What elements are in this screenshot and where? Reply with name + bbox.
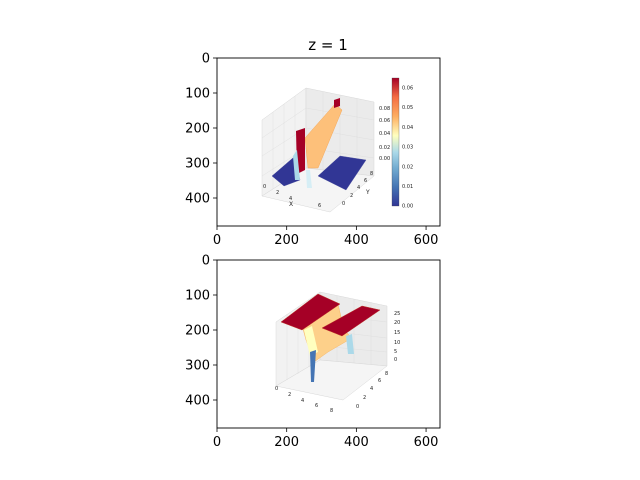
bottom-3d-ytick: 8: [385, 371, 388, 377]
top-3d-ytick: 6: [364, 178, 367, 184]
colorbar-tick-label: 0.00: [402, 204, 413, 210]
top-3d-ztick: 0.08: [379, 106, 390, 112]
bottom-3d-xtick: 8: [330, 408, 333, 414]
bottom-ytick-label: 100: [185, 289, 210, 304]
bottom-xticks: 0 200 400 600: [213, 428, 439, 450]
top-surface-low-right: [317, 155, 367, 191]
bottom-3d-ytick: 2: [363, 395, 366, 401]
top-surface-plateau: [304, 103, 343, 169]
top-3d-ztick: 0.02: [379, 145, 390, 151]
top-3d-ytick: 0: [342, 201, 345, 207]
top-ytick-label: 300: [185, 157, 210, 172]
bottom-xtick-label: 600: [414, 435, 439, 450]
bottom-xtick-label: 0: [213, 435, 221, 450]
top-xtick-label: 600: [414, 233, 439, 248]
top-yticks: 0 100 200 300 400: [185, 52, 217, 207]
top-3d-xtick: 6: [318, 203, 321, 209]
bottom-3d-zticks: 0 5 10 15 20 25: [394, 311, 400, 363]
bottom-surface-mid-light: [304, 326, 318, 356]
top-xtick-label: 200: [274, 233, 299, 248]
bottom-3d-ytick: 4: [370, 386, 373, 392]
bottom-3d-xtick: 2: [288, 392, 291, 398]
colorbar-tick-label: 0.05: [402, 105, 413, 111]
bottom-surface-dip-left: [310, 350, 316, 382]
bottom-3d-ztick: 25: [394, 311, 400, 317]
bottom-3d-ztick: 10: [394, 340, 400, 346]
top-3d-xtick: 2: [276, 190, 279, 196]
top-xtick-label: 0: [213, 233, 221, 248]
bottom-surface-dip-right: [346, 334, 354, 354]
top-3d-ylabel: Y: [365, 189, 370, 196]
bottom-3d-xtick: 6: [315, 403, 318, 409]
bottom-xtick-label: 200: [274, 435, 299, 450]
bottom-ytick-label: 0: [202, 254, 210, 269]
bottom-surface-plateau-right: [321, 305, 381, 337]
bottom-3d-ztick: 0: [394, 357, 397, 363]
bottom-yticks: 0 100 200 300 400: [185, 254, 217, 409]
top-3d-xtick: 0: [263, 184, 266, 190]
bottom-panel: 0 2 4 6 8 0 2 4 6 8 0 5 10 15 20 25: [185, 254, 441, 450]
bottom-3d-xticks: 0 2 4 6 8: [275, 386, 333, 414]
top-3d-ztick: 0.00: [379, 156, 390, 162]
top-panel: 0 2 4 6 X 0 2 4 6 8 Y 0.00 0.02 0.04 0.0…: [185, 52, 441, 248]
top-ytick-label: 200: [185, 122, 210, 137]
bottom-3d-yticks: 0 2 4 6 8: [356, 371, 388, 410]
top-surface-peak-right: [334, 98, 340, 108]
top-xticks: 0 200 400 600: [213, 226, 439, 248]
bottom-pane-floor: [275, 359, 388, 401]
colorbar-tick-label: 0.01: [402, 184, 413, 190]
bottom-ytick-label: 200: [185, 324, 210, 339]
bottom-3d-ytick: 0: [356, 404, 359, 410]
bottom-3d-ztick: 20: [394, 320, 400, 326]
top-ytick-label: 100: [185, 87, 210, 102]
figure-title: z = 1: [308, 36, 348, 54]
top-3d-xlabel: X: [289, 201, 293, 208]
top-3d-zticks: 0.00 0.02 0.04 0.06 0.08: [379, 106, 390, 162]
top-surface-plot: 0 2 4 6 X 0 2 4 6 8 Y 0.00 0.02 0.04 0.0…: [261, 77, 413, 213]
top-3d-ztick: 0.04: [379, 131, 390, 137]
bottom-ytick-label: 400: [185, 394, 210, 409]
bottom-3d-xtick: 0: [275, 386, 278, 392]
top-colorbar: [391, 77, 400, 207]
bottom-xtick-label: 400: [344, 435, 369, 450]
top-ytick-label: 400: [185, 192, 210, 207]
top-3d-xticks: 0 2 4 6: [263, 184, 321, 209]
bottom-3d-xtick: 4: [301, 398, 304, 404]
colorbar-tick-label: 0.03: [402, 145, 413, 151]
top-surface-dip-center: [306, 170, 312, 188]
top-3d-yticks: 0 2 4 6 8: [342, 171, 373, 207]
bottom-surface-plateau-left: [280, 293, 341, 331]
colorbar-tick-label: 0.02: [402, 164, 413, 170]
bottom-ytick-label: 300: [185, 359, 210, 374]
bottom-3d-ztick: 5: [394, 349, 397, 355]
top-xtick-label: 400: [344, 233, 369, 248]
bottom-surface-plot: 0 2 4 6 8 0 2 4 6 8 0 5 10 15 20 25: [275, 291, 400, 414]
top-3d-ztick: 0.06: [379, 118, 390, 124]
top-ytick-label: 0: [202, 52, 210, 67]
colorbar-tick-label: 0.04: [402, 125, 413, 131]
top-colorbar-ticks: 0.00 0.01 0.02 0.03 0.04 0.05 0.06: [402, 86, 413, 210]
bottom-3d-ytick: 6: [378, 378, 381, 384]
bottom-3d-ztick: 15: [394, 330, 400, 336]
top-3d-ytick: 8: [370, 171, 373, 177]
top-3d-ytick: 4: [357, 185, 360, 191]
top-surface-dip-left: [293, 150, 300, 180]
top-3d-ytick: 2: [350, 193, 353, 199]
colorbar-tick-label: 0.06: [402, 86, 413, 92]
top-3d-xtick: 4: [289, 196, 292, 202]
